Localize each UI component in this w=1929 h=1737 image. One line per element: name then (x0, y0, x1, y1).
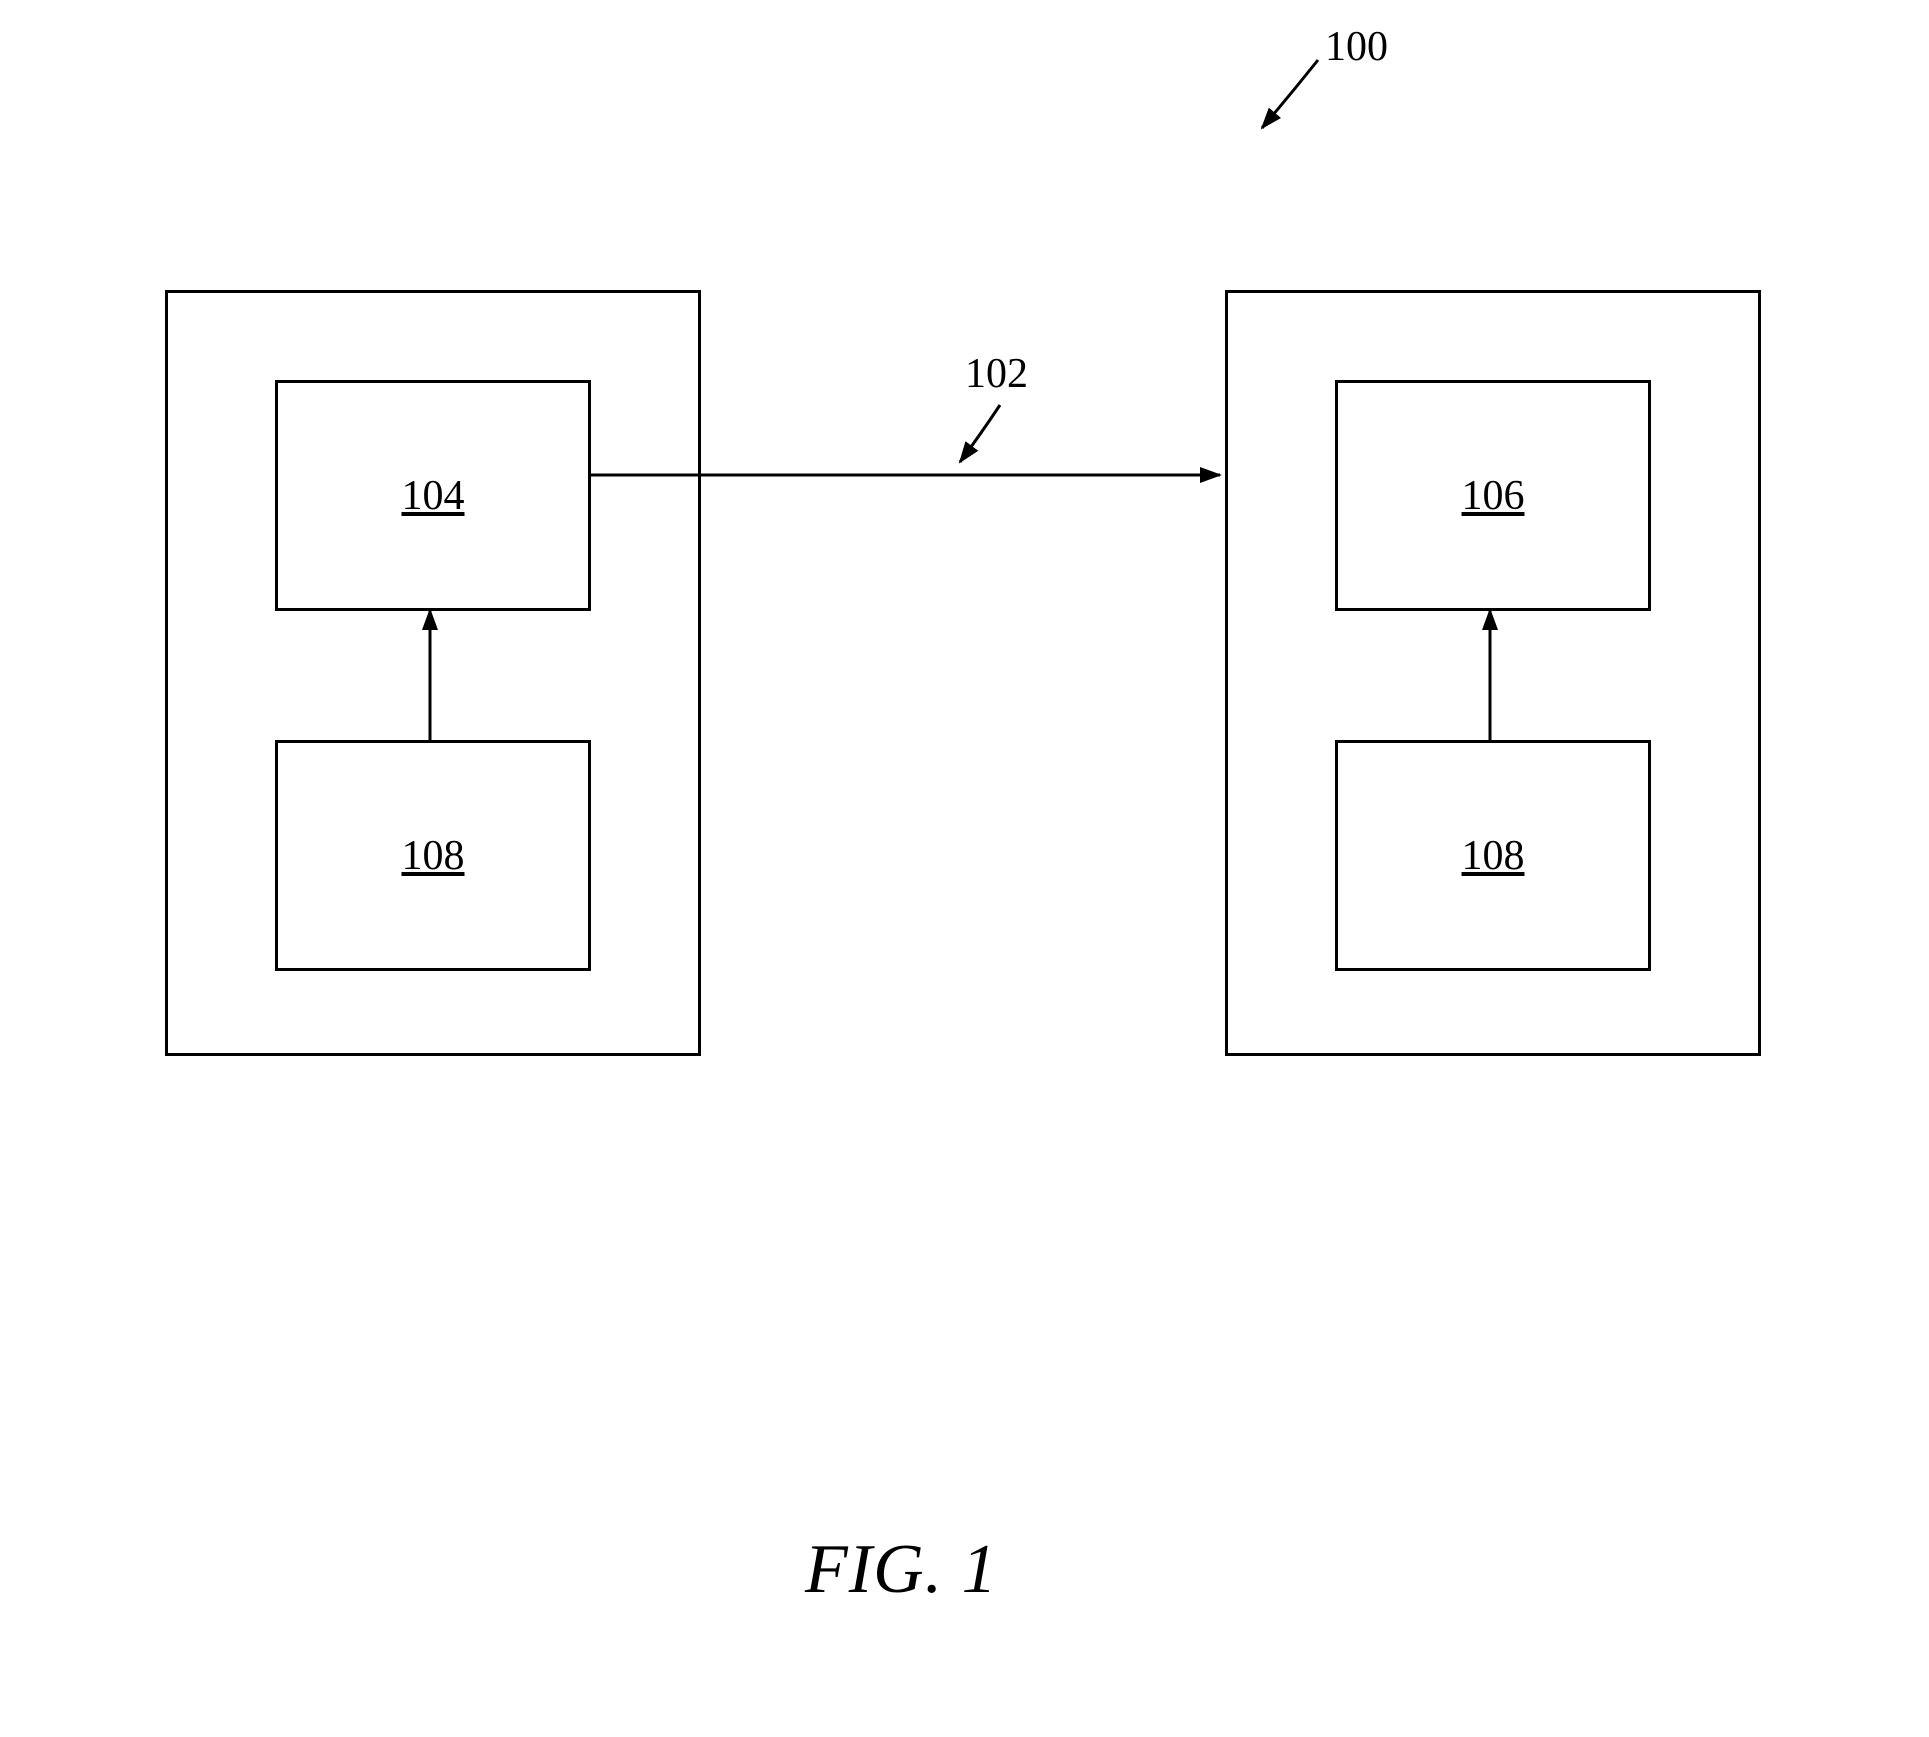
diagram-canvas: 104 106 108 108 100 102 FIG. 1 (0, 0, 1929, 1737)
block-104: 104 (275, 380, 591, 611)
figure-caption: FIG. 1 (805, 1530, 998, 1610)
block-106-label: 106 (1462, 472, 1525, 520)
ref-102-label: 102 (965, 350, 1028, 398)
block-106: 106 (1335, 380, 1651, 611)
leader-102 (960, 405, 1000, 462)
block-108-left-label: 108 (402, 832, 465, 880)
ref-100-label: 100 (1325, 23, 1388, 71)
block-108-right-label: 108 (1462, 832, 1525, 880)
block-104-label: 104 (402, 472, 465, 520)
leader-100 (1262, 60, 1318, 128)
block-108-left: 108 (275, 740, 591, 971)
block-108-right: 108 (1335, 740, 1651, 971)
